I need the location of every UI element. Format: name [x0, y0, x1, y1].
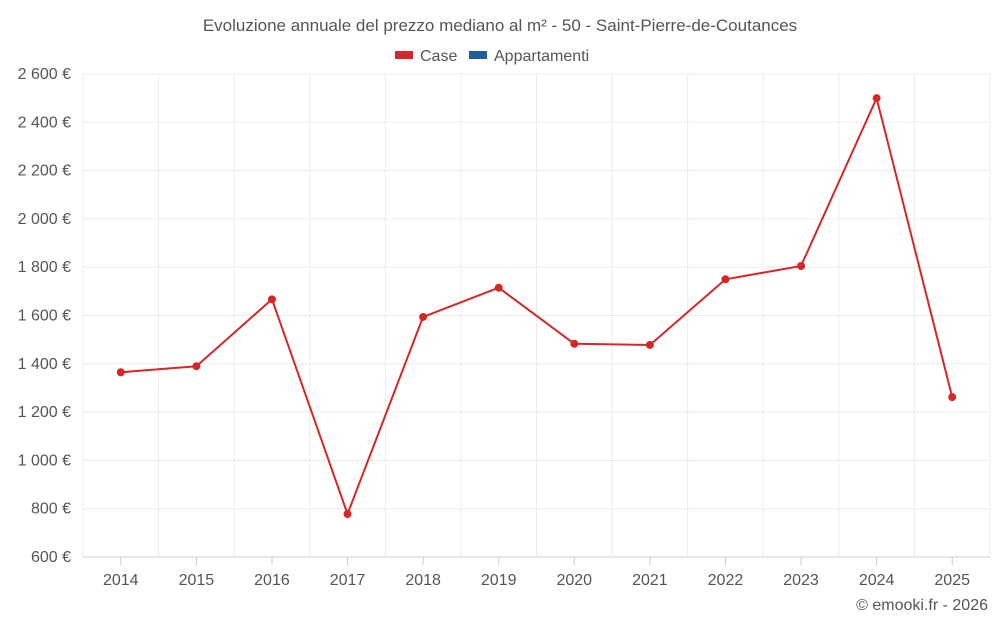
x-tick-label: 2024	[859, 572, 895, 589]
y-tick-label: 1 000 €	[18, 452, 71, 469]
series-layer	[116, 94, 957, 519]
credit: © emooki.fr - 2026	[856, 597, 988, 614]
y-tick-label: 1 400 €	[18, 356, 71, 373]
data-point	[267, 295, 276, 304]
y-tick-label: 800 €	[31, 501, 71, 518]
data-point	[116, 368, 125, 377]
data-point	[570, 339, 579, 348]
x-tick-label: 2016	[254, 572, 290, 589]
y-tick-label: 2 400 €	[18, 114, 71, 131]
data-point	[797, 261, 806, 270]
legend-swatch	[395, 51, 413, 59]
legend-label: Appartamenti	[494, 48, 589, 65]
y-tick-label: 1 200 €	[18, 404, 71, 421]
legend: Case Appartamenti	[395, 48, 589, 65]
legend-label: Case	[420, 48, 457, 65]
chart-title: Evoluzione annuale del prezzo mediano al…	[203, 16, 797, 35]
y-tick-label: 2 600 €	[18, 66, 71, 83]
x-tick-label: 2017	[330, 572, 366, 589]
x-tick-label: 2021	[632, 572, 668, 589]
data-point	[721, 275, 730, 284]
y-tick-label: 600 €	[31, 549, 71, 566]
y-tick-label: 2 200 €	[18, 163, 71, 180]
data-point	[494, 283, 503, 292]
x-tick-label: 2015	[179, 572, 215, 589]
y-axis: 600 € 800 € 1 000 € 1 200 € 1 400 € 1 600 € 1 …	[18, 66, 71, 566]
data-point	[419, 312, 428, 321]
y-tick-label: 1 600 €	[18, 308, 71, 325]
x-tick-label: 2020	[556, 572, 592, 589]
x-tick-label: 2022	[708, 572, 744, 589]
grid	[82, 73, 991, 557]
legend-item-case: Case	[395, 48, 457, 65]
x-tick-label: 2019	[481, 572, 517, 589]
x-tick-label: 2014	[103, 572, 139, 589]
data-point	[343, 510, 352, 519]
data-point	[948, 393, 957, 402]
y-tick-label: 1 800 €	[18, 259, 71, 276]
data-point	[872, 94, 881, 103]
legend-item-appartamenti: Appartamenti	[469, 48, 589, 65]
series-line-case	[120, 97, 954, 515]
x-tick-label: 2023	[783, 572, 819, 589]
x-tick-label: 2025	[934, 572, 970, 589]
data-point	[192, 362, 201, 371]
legend-swatch	[469, 51, 487, 59]
x-axis: 2014 2015 2016 2017 2018 2019 2020 2021 2022 2023…	[83, 556, 990, 589]
y-tick-label: 2 000 €	[18, 211, 71, 228]
data-point	[645, 340, 654, 349]
x-tick-label: 2018	[405, 572, 441, 589]
